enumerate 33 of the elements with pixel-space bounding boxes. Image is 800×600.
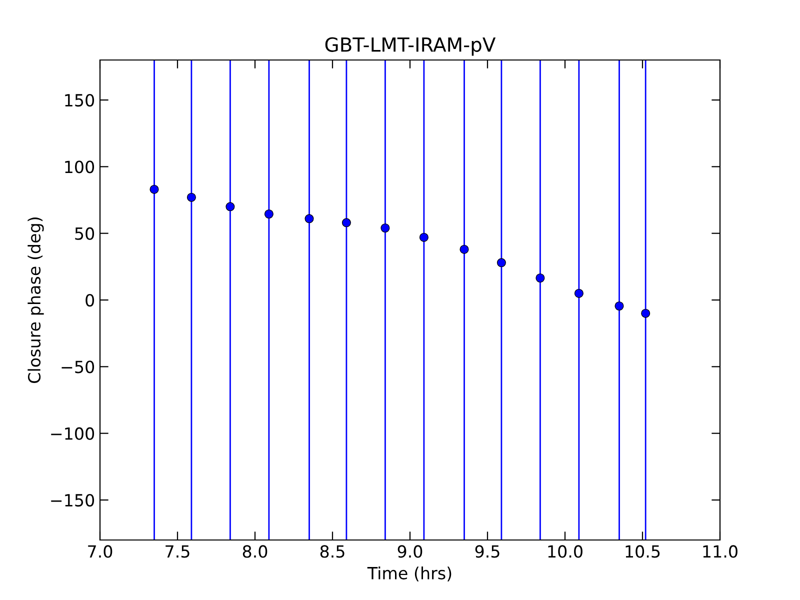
point bbox=[641, 308, 650, 318]
x-tick-label: 8.0 bbox=[242, 545, 268, 558]
y-tick-label: −50 bbox=[62, 360, 94, 374]
point bbox=[419, 232, 428, 242]
x-tick-label: 10.0 bbox=[548, 545, 582, 558]
point bbox=[342, 218, 351, 228]
x-tick-label: 11.0 bbox=[703, 545, 738, 558]
x-tick-label: 8.5 bbox=[320, 545, 344, 558]
x-tick-label: 7.5 bbox=[166, 545, 190, 558]
y-tick-label: 50 bbox=[75, 227, 94, 240]
point bbox=[150, 184, 159, 194]
y-tick-label: −150 bbox=[51, 494, 94, 507]
x-tick-label: 7.0 bbox=[88, 545, 112, 558]
point bbox=[380, 223, 390, 233]
chart-title: GBT-LMT-IRAM-pV bbox=[325, 37, 496, 56]
point bbox=[186, 192, 196, 202]
y-tick-label: −100 bbox=[51, 427, 94, 440]
x-tick-label: 10.5 bbox=[626, 545, 660, 558]
point bbox=[460, 244, 469, 254]
y-tick-label: 150 bbox=[65, 94, 94, 107]
x-tick-label: 9.0 bbox=[398, 545, 422, 558]
point bbox=[614, 301, 624, 311]
y-axis-title: Closure phase (deg) bbox=[28, 218, 44, 383]
point bbox=[496, 258, 506, 268]
y-tick-label: 0 bbox=[86, 294, 94, 307]
point bbox=[574, 288, 584, 298]
y-tick-label: 100 bbox=[65, 160, 94, 174]
point bbox=[536, 273, 545, 283]
x-tick-label: 9.5 bbox=[475, 545, 500, 558]
point bbox=[226, 202, 235, 212]
point bbox=[264, 209, 274, 219]
x-axis-title: Time (hrs) bbox=[367, 566, 452, 582]
point bbox=[304, 214, 314, 224]
